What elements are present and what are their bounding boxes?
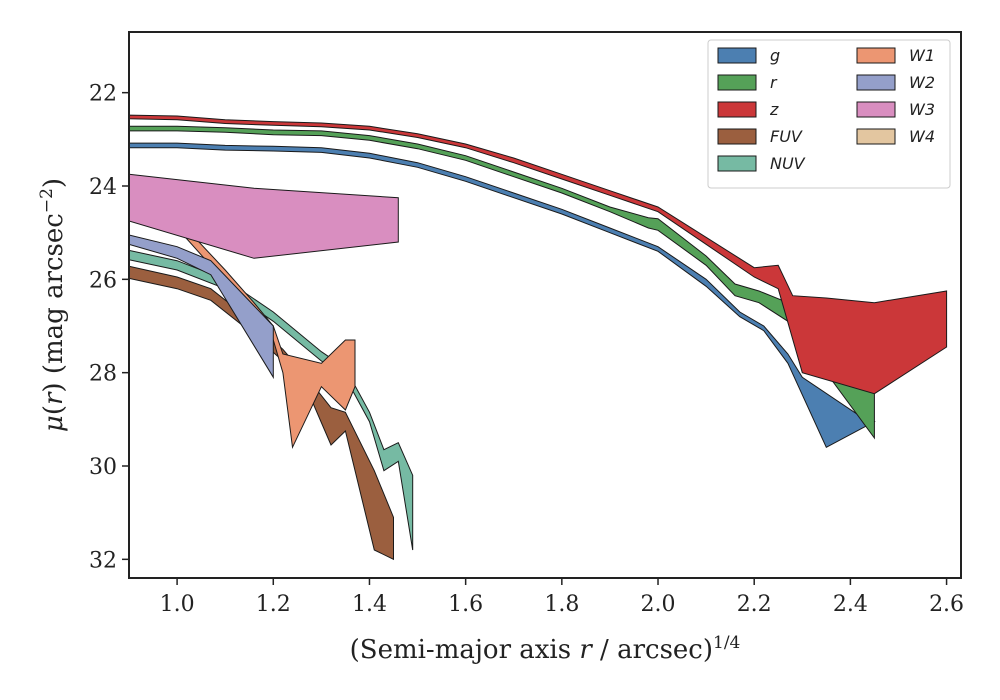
legend-swatch-w4 bbox=[856, 128, 896, 145]
band-z bbox=[129, 114, 948, 395]
x-tick-label: 2.6 bbox=[929, 592, 964, 617]
profile-bands bbox=[129, 114, 948, 561]
band-w2 bbox=[129, 234, 274, 380]
legend-label-w4: W4 bbox=[909, 127, 935, 146]
x-tick-label: 2.2 bbox=[737, 592, 772, 617]
y-tick-label: 32 bbox=[89, 548, 117, 573]
y-axis-label: μ(r) (mag arcsec−2) bbox=[37, 178, 69, 432]
legend-swatch-r bbox=[717, 74, 757, 91]
legend-swatch-nuv bbox=[717, 155, 757, 172]
legend-swatch-z bbox=[717, 101, 757, 118]
legend-label-nuv: NUV bbox=[770, 154, 806, 173]
y-tick-label: 30 bbox=[89, 455, 117, 480]
legend-swatch-w3 bbox=[856, 101, 896, 118]
x-tick-label: 2.4 bbox=[833, 592, 868, 617]
x-tick-label: 1.0 bbox=[160, 592, 195, 617]
band-w3 bbox=[129, 173, 399, 259]
legend-label-w3: W3 bbox=[909, 100, 935, 119]
y-axis-ticks: 22 24 26 28 30 32 bbox=[89, 82, 129, 573]
legend-label-r: r bbox=[770, 73, 778, 92]
x-axis-label: (Semi-major axis r / arcsec)1/4 bbox=[350, 633, 741, 665]
legend-swatch-w2 bbox=[856, 74, 896, 91]
legend-swatch-g bbox=[717, 47, 757, 64]
legend-label-fuv: FUV bbox=[770, 127, 803, 146]
y-tick-label: 26 bbox=[89, 268, 117, 293]
x-axis-ticks: 1.0 1.2 1.4 1.6 1.8 2.0 2.2 2.4 2.6 bbox=[160, 578, 964, 617]
legend-label-z: z bbox=[769, 100, 779, 119]
band-r bbox=[129, 125, 875, 440]
x-tick-label: 1.2 bbox=[256, 592, 291, 617]
legend-swatch-fuv bbox=[717, 128, 757, 145]
x-tick-label: 1.4 bbox=[352, 592, 387, 617]
y-tick-label: 24 bbox=[89, 175, 117, 200]
x-tick-label: 1.6 bbox=[448, 592, 483, 617]
y-tick-label: 28 bbox=[89, 362, 117, 387]
y-tick-label: 22 bbox=[89, 82, 117, 107]
legend-label-w1: W1 bbox=[909, 46, 935, 65]
legend: grz FUV NUV W1 W2 W3 W4 bbox=[707, 39, 951, 189]
x-tick-label: 1.8 bbox=[544, 592, 579, 617]
plot-frame bbox=[128, 31, 962, 579]
legend-swatch-w1 bbox=[856, 47, 896, 64]
x-tick-label: 2.0 bbox=[641, 592, 676, 617]
legend-label-g: g bbox=[770, 46, 780, 65]
legend-label-w2: W2 bbox=[909, 73, 935, 92]
